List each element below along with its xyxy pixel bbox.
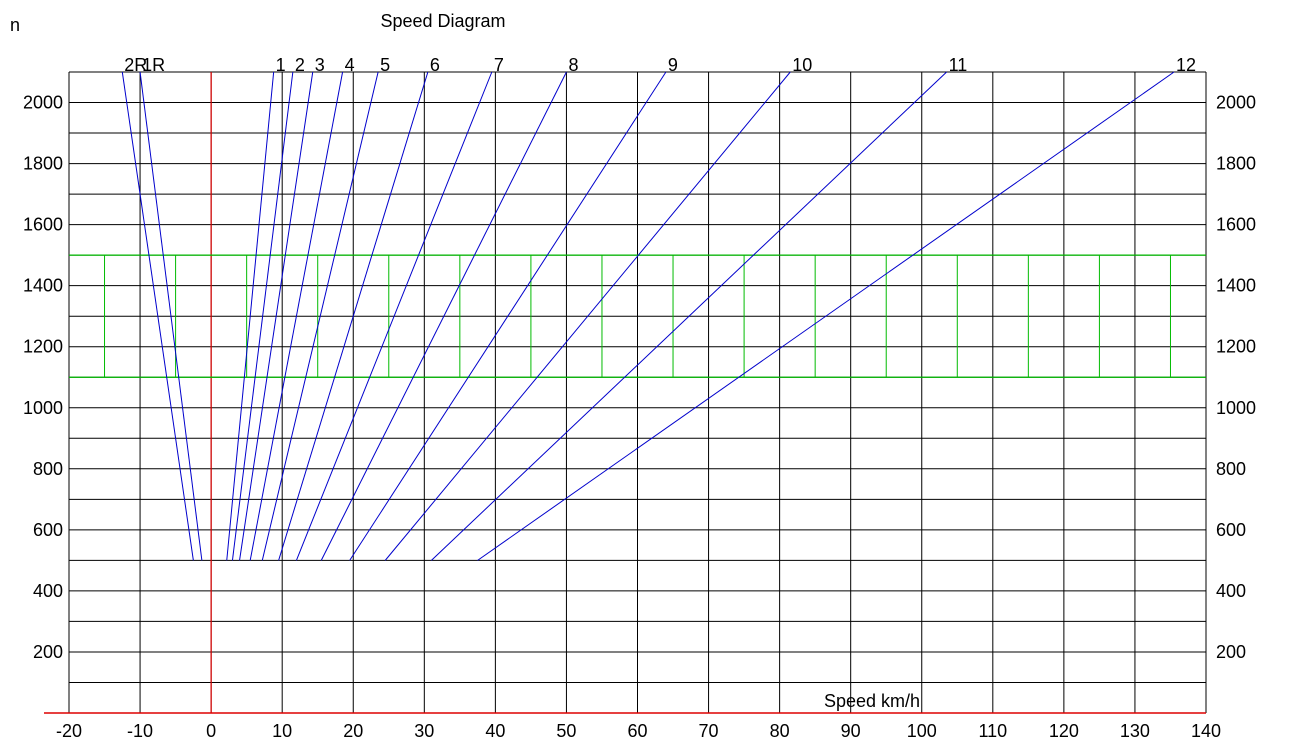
gear-line-2r (121, 71, 194, 561)
x-tick-label: 0 (206, 721, 216, 741)
y-tick-label-right: 800 (1216, 459, 1246, 479)
x-tick-label: 70 (699, 721, 719, 741)
gear-line-8 (320, 71, 567, 561)
y-tick-label-left: 1600 (23, 215, 63, 235)
y-tick-label-left: 600 (33, 520, 63, 540)
y-axis-label: n (10, 15, 20, 35)
y-tick-label-left: 2000 (23, 93, 63, 113)
y-tick-label-left: 200 (33, 642, 63, 662)
y-tick-label-left: 800 (33, 459, 63, 479)
gear-label-6: 6 (430, 55, 440, 75)
gear-line-10 (384, 71, 791, 561)
gear-label-8: 8 (568, 55, 578, 75)
gear-line-1 (226, 71, 275, 561)
y-tick-label-left: 1400 (23, 276, 63, 296)
x-tick-label: 100 (907, 721, 937, 741)
gear-label-4: 4 (345, 55, 355, 75)
x-tick-label: 120 (1049, 721, 1079, 741)
gear-label-9: 9 (668, 55, 678, 75)
gear-label-1: 1 (276, 55, 286, 75)
y-tick-label-right: 2000 (1216, 93, 1256, 113)
gear-line-9 (349, 71, 667, 561)
gear-label-5: 5 (380, 55, 390, 75)
gear-line-12 (477, 71, 1175, 561)
x-tick-label: 90 (841, 721, 861, 741)
x-tick-label: 60 (627, 721, 647, 741)
chart-title: Speed Diagram (380, 11, 505, 31)
x-tick-label: -10 (127, 721, 153, 741)
gear-label-3: 3 (315, 55, 325, 75)
gear-line-4 (249, 71, 344, 561)
gear-line-6 (278, 71, 429, 561)
grid-lines (44, 71, 1207, 714)
y-tick-label-right: 200 (1216, 642, 1246, 662)
x-tick-label: -20 (56, 721, 82, 741)
y-tick-label-right: 1000 (1216, 398, 1256, 418)
gear-line-5 (261, 71, 379, 561)
gear-label-7: 7 (494, 55, 504, 75)
gear-line-11 (431, 71, 947, 561)
gear-line-2 (231, 71, 294, 561)
x-tick-label: 140 (1191, 721, 1221, 741)
x-tick-label: 80 (770, 721, 790, 741)
x-tick-label: 20 (343, 721, 363, 741)
gear-line-1r (139, 71, 203, 561)
gear-label-10: 10 (792, 55, 812, 75)
y-tick-label-left: 1000 (23, 398, 63, 418)
y-tick-label-right: 400 (1216, 581, 1246, 601)
gear-line-7 (295, 71, 493, 561)
x-tick-label: 110 (978, 721, 1007, 741)
y-tick-label-right: 1600 (1216, 215, 1256, 235)
gear-label-11: 11 (949, 55, 968, 75)
x-tick-label: 10 (272, 721, 292, 741)
y-tick-label-right: 1800 (1216, 154, 1256, 174)
y-tick-label-right: 600 (1216, 520, 1246, 540)
y-tick-label-left: 1800 (23, 154, 63, 174)
x-tick-label: 30 (414, 721, 434, 741)
axis-tick-labels: -20 -10 0 10 20 30 40 50 60 70 80 90 100 110 120 130 140… (23, 93, 1256, 741)
x-axis-label: Speed km/h (824, 691, 920, 711)
y-tick-label-right: 1200 (1216, 337, 1256, 357)
x-tick-label: 40 (485, 721, 505, 741)
y-tick-label-right: 1400 (1216, 276, 1256, 296)
y-tick-label-left: 1200 (23, 337, 63, 357)
gear-line-3 (239, 71, 314, 561)
x-tick-label: 130 (1120, 721, 1150, 741)
gear-label-2r: 2R (124, 55, 147, 75)
gear-label-1r: 1R (142, 55, 165, 75)
gear-label-12: 12 (1176, 55, 1196, 75)
gear-label-2: 2 (295, 55, 305, 75)
x-tick-label: 50 (556, 721, 576, 741)
y-tick-label-left: 400 (33, 581, 63, 601)
